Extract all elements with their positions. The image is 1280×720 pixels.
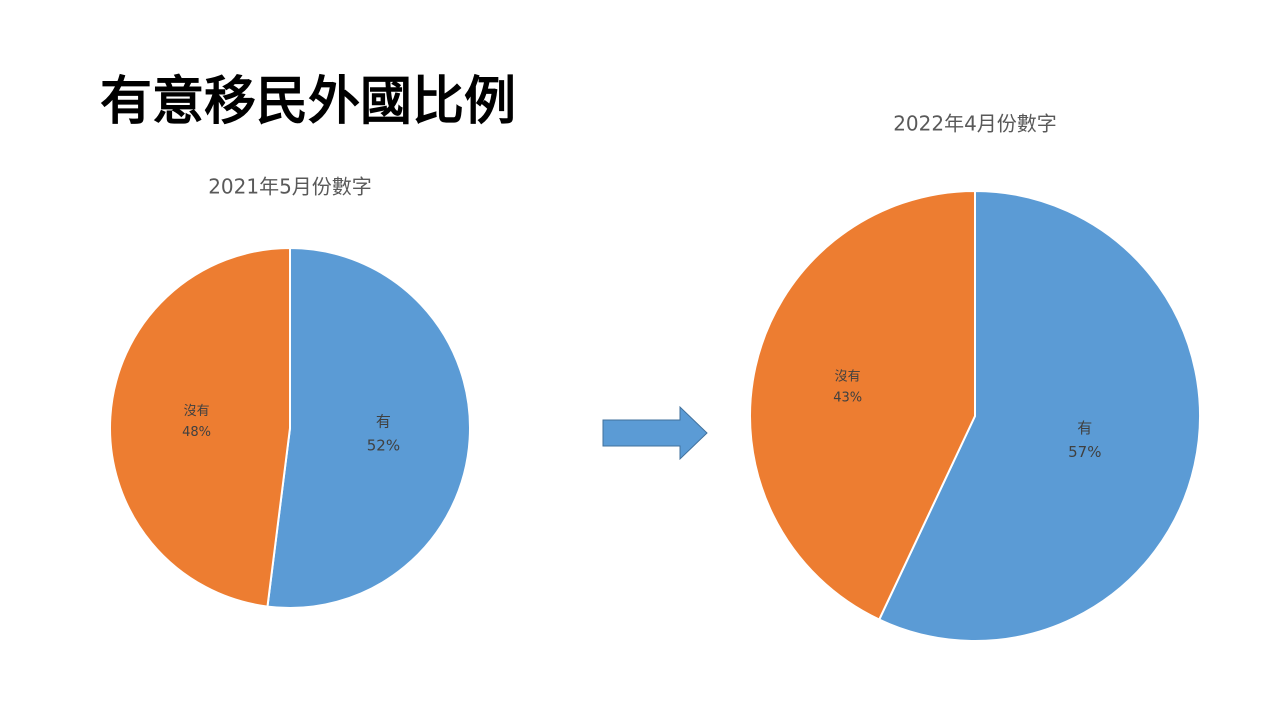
pie-slice [749, 189, 976, 621]
slice-category-label: 沒有 [835, 370, 861, 385]
arrow [602, 405, 708, 461]
chart-title: 2021年5月份數字 [208, 175, 372, 199]
slice-category-label: 有 [376, 412, 391, 430]
slice-category-label: 沒有 [184, 404, 210, 419]
slice-category-label: 有 [1077, 419, 1092, 437]
chart-title: 2022年4月份數字 [893, 112, 1057, 136]
slice-value-label: 48% [182, 425, 211, 440]
pie-slice [877, 189, 1201, 642]
pie-slice [109, 246, 291, 608]
slice-value-label: 52% [367, 436, 400, 454]
slice-value-label: 57% [1068, 443, 1101, 461]
pie-slice [266, 246, 471, 609]
slide-title: 有意移民外國比例 [100, 72, 516, 132]
slice-value-label: 43% [833, 390, 862, 405]
